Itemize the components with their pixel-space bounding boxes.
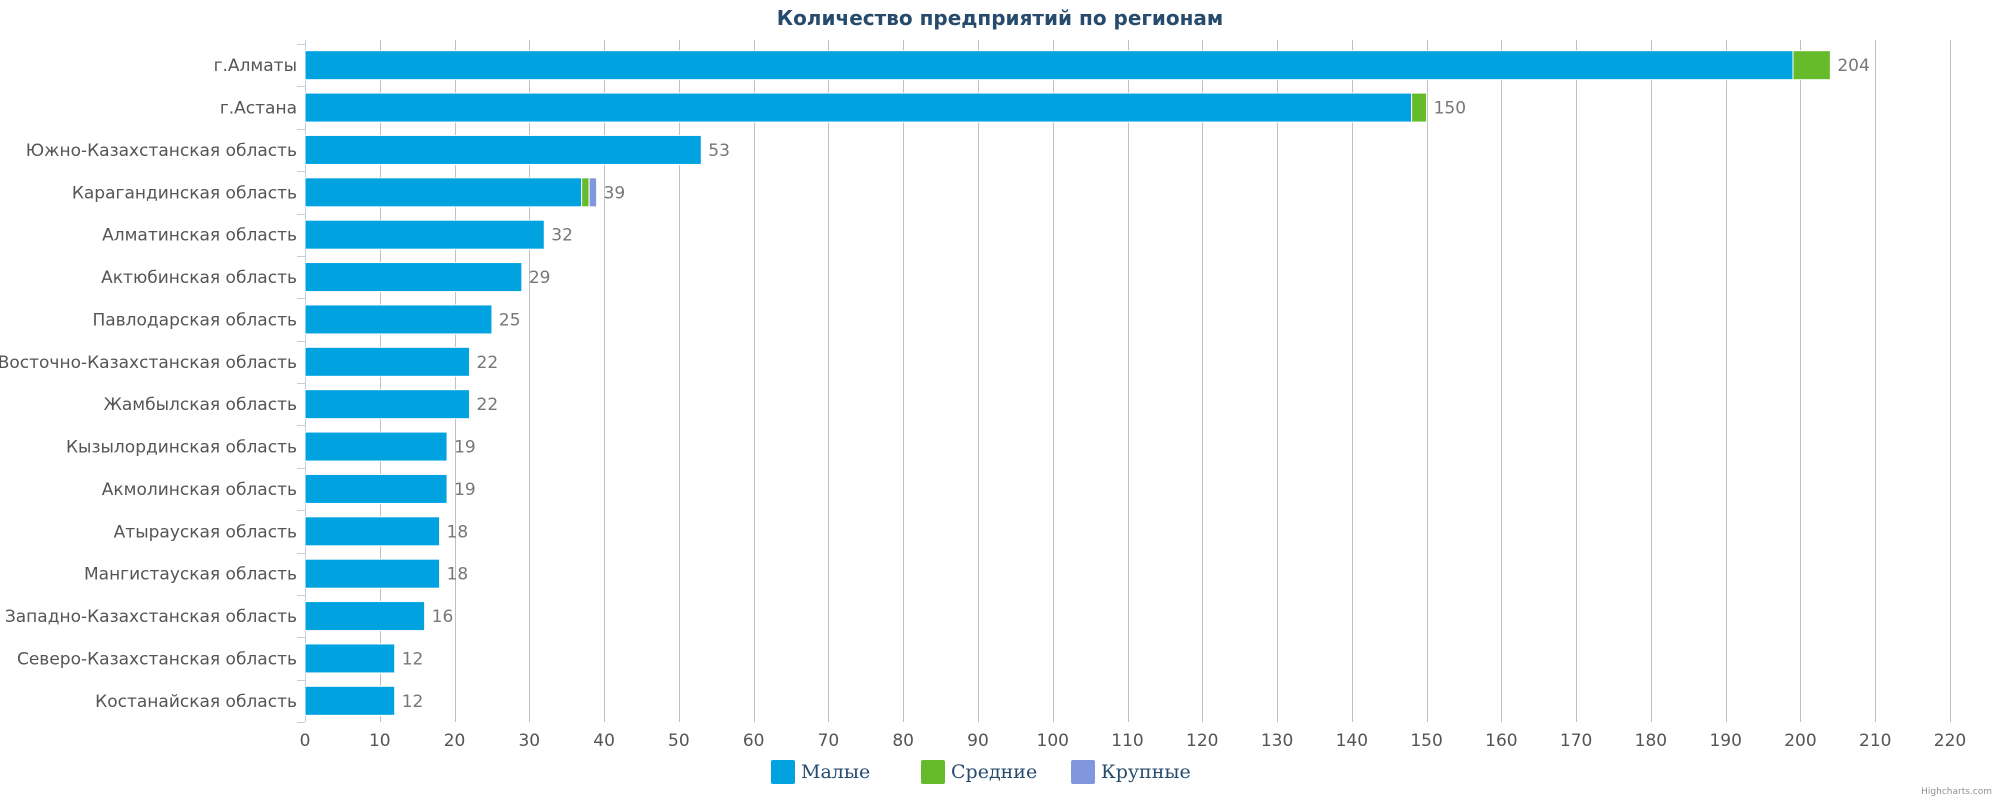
x-tick-label: 110 [1111, 731, 1143, 751]
category-label: Алматинская область [102, 226, 297, 246]
x-tick-label: 140 [1336, 731, 1368, 751]
bar-segment[interactable] [304, 92, 1413, 123]
category-label: Мангистауская область [84, 565, 297, 585]
x-tick-label: 220 [1934, 731, 1966, 751]
bar-segment[interactable] [304, 177, 583, 208]
category-label: Жамбылская область [104, 395, 297, 415]
x-tick-label: 30 [518, 731, 540, 751]
legend-label: Крупные [1101, 761, 1191, 783]
category-label: г.Алматы [214, 56, 297, 76]
bar-segment[interactable] [304, 50, 1794, 81]
data-label: 22 [477, 395, 499, 415]
legend-item[interactable]: Крупные [1071, 760, 1191, 784]
x-tick-label: 70 [818, 731, 840, 751]
legend-label: Средние [951, 761, 1037, 783]
x-tick-label: 50 [668, 731, 690, 751]
category-label: Атырауская область [114, 522, 297, 542]
x-tick-label: 100 [1037, 731, 1069, 751]
data-label: 39 [604, 183, 626, 203]
bar-segment[interactable] [304, 601, 426, 632]
legend-swatch [1071, 760, 1095, 784]
category-label: г.Астана [220, 99, 297, 119]
data-label: 19 [454, 480, 476, 500]
x-tick-label: 190 [1709, 731, 1741, 751]
category-label: Кызылординская область [66, 438, 297, 458]
data-label: 53 [708, 141, 730, 161]
bar-segment[interactable] [1792, 50, 1831, 81]
x-tick-label: 170 [1560, 731, 1592, 751]
category-label: Южно-Казахстанская область [26, 141, 297, 161]
x-tick-label: 40 [593, 731, 615, 751]
x-tick-label: 130 [1261, 731, 1293, 751]
legend-swatch [921, 760, 945, 784]
x-tick-label: 80 [892, 731, 914, 751]
legend-item[interactable]: Малые [771, 760, 870, 784]
bar-segment[interactable] [304, 473, 448, 504]
legend-label: Малые [801, 761, 870, 783]
credits[interactable]: Highcharts.com [1921, 787, 1992, 797]
x-tick-label: 210 [1859, 731, 1891, 751]
category-label: Павлодарская область [92, 310, 297, 330]
data-label: 22 [477, 353, 499, 373]
data-labels: 204 150 53 39 32 29 25 22 22 19 19 18 18 16 12 12 [402, 56, 1870, 712]
category-label: Западно-Казахстанская область [5, 607, 297, 627]
bar-segment[interactable] [304, 516, 441, 547]
data-label: 204 [1837, 56, 1869, 76]
bar-segment[interactable] [304, 685, 396, 716]
x-tick-label: 90 [967, 731, 989, 751]
category-label: Северо-Казахстанская область [17, 649, 297, 669]
category-label: Актюбинская область [101, 268, 297, 288]
x-tick-label: 150 [1410, 731, 1442, 751]
bar-segment[interactable] [304, 134, 702, 165]
bar-segment[interactable] [304, 431, 448, 462]
x-axis: 0 10 20 30 40 50 60 70 80 90 100 110 120 130 140 150 160… [300, 731, 1967, 751]
category-label: Акмолинская область [102, 480, 297, 500]
x-tick-label: 10 [369, 731, 391, 751]
bar-segment[interactable] [304, 558, 441, 589]
chart-title: Количество предприятий по регионам [777, 6, 1224, 30]
x-tick-label: 180 [1635, 731, 1667, 751]
bar-segment[interactable] [304, 219, 545, 250]
data-label: 29 [529, 268, 551, 288]
x-tick-label: 20 [444, 731, 466, 751]
x-tick-label: 200 [1784, 731, 1816, 751]
data-label: 25 [499, 310, 521, 330]
data-label: 18 [447, 565, 469, 585]
bar-segment[interactable] [304, 304, 493, 335]
category-label: Костанайская область [95, 692, 297, 712]
legend-item[interactable]: Средние [921, 760, 1037, 784]
data-label: 19 [454, 438, 476, 458]
bar-segment[interactable] [1411, 92, 1428, 123]
bar-segment[interactable] [304, 643, 396, 674]
data-label: 150 [1434, 99, 1466, 119]
x-tick-label: 160 [1485, 731, 1517, 751]
bar-segment[interactable] [581, 177, 590, 208]
bars [304, 50, 1831, 716]
category-label: Карагандинская область [72, 183, 297, 203]
x-tick-label: 0 [300, 731, 311, 751]
bar-segment[interactable] [304, 346, 470, 377]
category-labels: г.Алматы г.Астана Южно-Казахстанская облас… [0, 56, 297, 712]
legend-swatch [771, 760, 795, 784]
x-tick-label: 60 [743, 731, 765, 751]
x-tick-label: 120 [1186, 731, 1218, 751]
bar-segment[interactable] [304, 389, 470, 420]
bar-segment[interactable] [304, 262, 523, 293]
data-label: 12 [402, 692, 424, 712]
category-label: Восточно-Казахстанская область [0, 353, 297, 373]
bar-segment[interactable] [588, 177, 598, 208]
data-label: 16 [432, 607, 454, 627]
data-label: 18 [447, 522, 469, 542]
data-label: 32 [551, 226, 573, 246]
data-label: 12 [402, 649, 424, 669]
legend: Малые Средние Крупные [771, 760, 1191, 784]
